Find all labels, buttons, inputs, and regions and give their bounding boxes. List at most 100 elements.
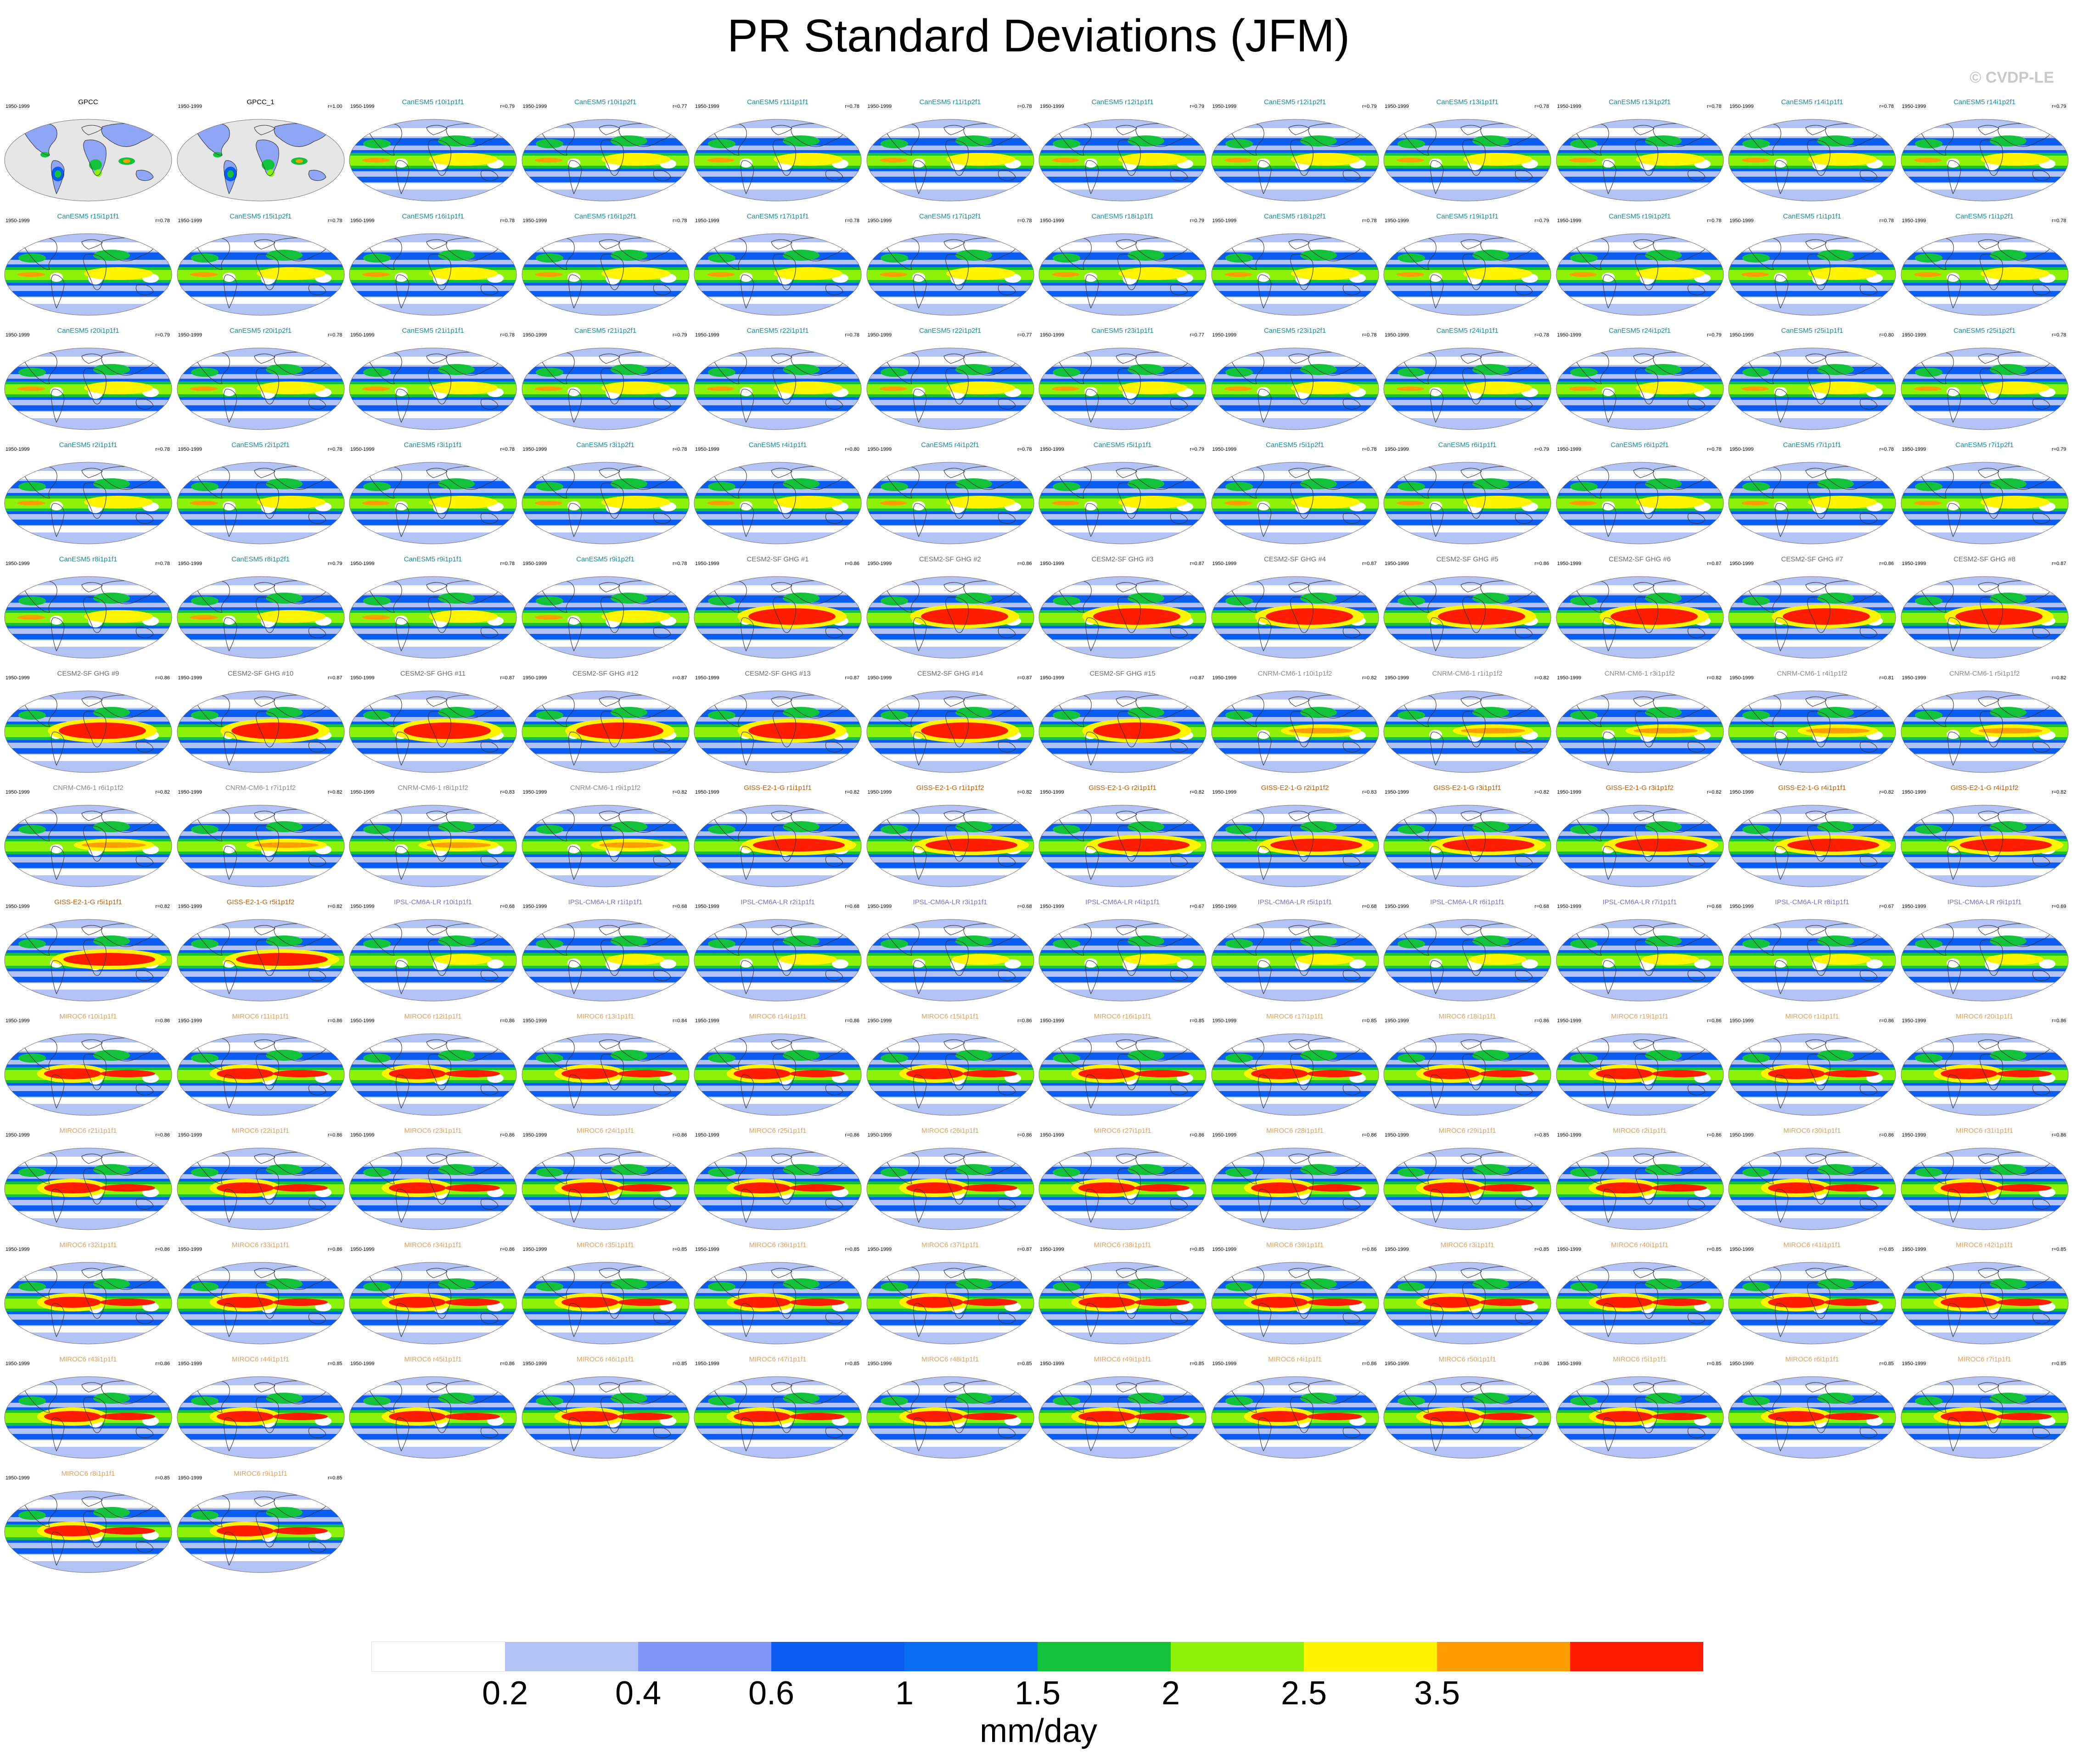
precip-band	[1556, 128, 1723, 136]
map-panel: CanESM5 r11i1p2f1 1950-1999 r=0.78	[866, 96, 1035, 203]
map-fill	[1729, 577, 1896, 658]
precip-blob	[1595, 1182, 1653, 1193]
panel-period: 1950-1999	[695, 332, 719, 338]
map-border	[177, 1033, 344, 1116]
precip-band	[522, 177, 689, 182]
panel-period: 1950-1999	[6, 790, 30, 795]
precip-blob	[953, 157, 1008, 162]
map-panel: MIROC6 r3i1p1f1 1950-1999 r=0.85	[1383, 1239, 1552, 1346]
precip-band	[1384, 1212, 1551, 1218]
panel-title: CESM2-SF GHG #7	[1781, 555, 1843, 563]
panel-period: 1950-1999	[1557, 675, 1582, 681]
precip-band	[1211, 1271, 1379, 1279]
map-panel: MIROC6 r12i1p1f1 1950-1999 r=0.86	[348, 1011, 517, 1117]
precip-band	[522, 595, 689, 603]
precip-blob	[1569, 501, 1597, 505]
coastline	[1342, 741, 1361, 753]
coastline	[1430, 503, 1444, 538]
precip-band	[1211, 138, 1379, 146]
precip-band	[522, 862, 689, 868]
panel-correlation: r=0.86	[1362, 1132, 1377, 1138]
precip-band	[177, 412, 344, 418]
panel-correlation: r=0.85	[1879, 1361, 1894, 1366]
panel-title: CanESM5 r17i1p1f1	[747, 213, 809, 220]
map-fill	[522, 462, 689, 544]
precip-band	[349, 367, 516, 374]
precip-band	[349, 357, 516, 365]
precip-band	[349, 1042, 516, 1051]
panel-title: IPSL-CM6A-LR r4i1p1f1	[1085, 898, 1160, 906]
coastline	[223, 160, 237, 195]
map-fill	[1039, 691, 1206, 773]
map-border	[694, 462, 862, 544]
precip-blob	[617, 1184, 673, 1192]
precip-blob	[1297, 157, 1353, 162]
map-panel: GISS-E2-1-G r4i1p1f2 1950-1999 r=0.82	[1900, 782, 2069, 889]
map-border	[4, 576, 172, 659]
panel-title: MIROC6 r15i1p1f1	[921, 1013, 979, 1020]
precip-band	[1901, 1157, 2068, 1165]
coastline	[255, 482, 279, 519]
precip-band	[866, 367, 1034, 374]
precip-band	[177, 1555, 344, 1561]
precip-band	[177, 1500, 344, 1508]
panel-period: 1950-1999	[1040, 790, 1064, 795]
map-fill	[1729, 805, 1896, 887]
panel-period: 1950-1999	[522, 1361, 547, 1366]
precip-band	[177, 983, 344, 990]
precip-band	[694, 595, 861, 603]
precip-band	[349, 520, 516, 525]
map-panel: MIROC6 r30i1p1f1 1950-1999 r=0.86	[1728, 1125, 1897, 1232]
map-plot	[4, 1148, 172, 1230]
precip-blob	[1914, 272, 1942, 277]
precip-blob	[561, 1297, 618, 1308]
panel-period: 1950-1999	[1729, 447, 1754, 452]
coastline	[1602, 274, 1617, 309]
map-fill	[1384, 1377, 1551, 1458]
precip-band	[1556, 138, 1723, 146]
precip-band	[1729, 983, 1896, 990]
precip-blob	[1397, 386, 1424, 391]
map-panel: CanESM5 r16i1p2f1 1950-1999 r=0.78	[521, 211, 690, 317]
coastline	[1462, 482, 1486, 519]
precip-band	[1901, 1271, 2068, 1279]
precip-band	[1729, 291, 1896, 297]
precip-blob	[1423, 1068, 1480, 1079]
precip-band	[1039, 297, 1206, 304]
panel-period: 1950-1999	[695, 1132, 719, 1138]
map-panel: GISS-E2-1-G r4i1p1f1 1950-1999 r=0.82	[1728, 782, 1897, 889]
precip-band	[1039, 1271, 1206, 1279]
panel-correlation: r=0.85	[2052, 1361, 2066, 1366]
precip-blob	[263, 499, 319, 505]
map-fill	[5, 234, 172, 315]
map-plot	[4, 462, 172, 544]
precip-band	[349, 1271, 516, 1279]
precip-blob	[1479, 1299, 1534, 1306]
panel-period: 1950-1999	[522, 332, 547, 338]
precip-blob	[1300, 250, 1337, 261]
precip-band	[866, 252, 1034, 260]
coastline	[426, 353, 448, 364]
precip-blob	[93, 935, 130, 946]
precip-band	[1211, 297, 1379, 304]
panel-title: CNRM-CM6-1 r6i1p1f2	[53, 784, 123, 792]
precip-band	[1729, 814, 1896, 822]
precip-band	[694, 1098, 861, 1104]
colorbar-swatch	[1038, 1642, 1171, 1671]
map-panel: IPSL-CM6A-LR r6i1p1f1 1950-1999 r=0.68	[1383, 896, 1552, 1003]
map-plot	[4, 1033, 172, 1116]
map-plot	[349, 576, 517, 659]
precip-band	[1901, 520, 2068, 525]
coastline	[255, 940, 279, 976]
panel-period: 1950-1999	[867, 332, 892, 338]
colorbar-swatch	[1437, 1642, 1570, 1671]
panel-correlation: r=0.85	[1707, 1247, 1722, 1252]
map-border	[1901, 576, 2068, 659]
precip-band	[522, 405, 689, 411]
panel-period: 1950-1999	[178, 1361, 202, 1366]
coastline	[945, 254, 969, 290]
coastline	[1515, 741, 1533, 753]
precip-blob	[790, 1299, 845, 1306]
panel-correlation: r=0.79	[2052, 447, 2066, 452]
colorbar-tick-label: 0.2	[482, 1675, 528, 1712]
